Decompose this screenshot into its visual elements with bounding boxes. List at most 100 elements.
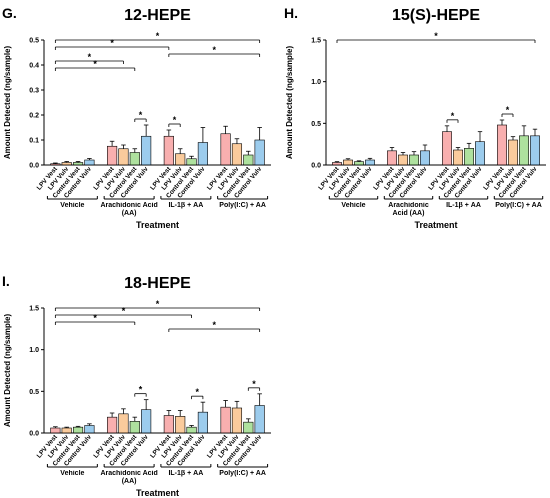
x-axis-label: Treatment [414,220,457,230]
bar [220,406,231,434]
group-label-box: IL-1β + AA [168,202,204,209]
group-label-box: Vehicle [60,470,85,477]
bar [175,153,186,166]
group-label-box: IL-1β + AA [168,470,204,477]
significance-label: * [156,299,160,309]
bar [72,162,84,166]
chart-title: 18-HEPE [124,275,191,292]
y-tick-label: 0.1 [29,138,39,145]
bar [530,135,540,166]
bar [141,135,152,166]
group-label: Arachidonic Acid (AA) [388,202,429,217]
group-label: Arachidonic Acid (AA) [100,202,158,217]
group-label-box: IL-1β + AA [446,202,481,209]
y-tick-label: 1.0 [311,79,321,86]
bar [464,148,474,166]
significance-label: * [156,31,160,41]
bar [50,427,61,434]
bar [107,145,118,166]
bar [141,409,152,434]
bar [332,162,342,166]
significance-label: * [506,105,510,115]
bar [398,154,408,166]
bar [72,426,84,434]
bar [186,158,197,166]
significance-label: * [110,38,114,48]
y-tick-label: 0.4 [29,63,39,70]
bar [107,416,118,434]
chart-title: 12-HEPE [124,7,191,24]
significance-label: * [93,59,97,69]
chart-title: 15(S)-HEPE [392,7,480,24]
bar [186,426,197,434]
bar [497,124,507,166]
group-label: Arachidonic Acid (AA) [100,470,158,485]
group-label-box: Arachidonic Acid (AA) [100,470,158,485]
group-label-box: Arachidonic Acid (AA) [388,202,429,217]
significance-label: * [93,313,97,323]
panel-label: H. [284,5,298,21]
bar [508,139,518,166]
bar [163,415,174,434]
significance-label: * [195,387,199,397]
significance-label: * [139,110,143,120]
y-tick-label: 0.0 [29,431,39,438]
bar [254,139,265,166]
y-axis-label: Amount Detected (ng/sample) [3,313,12,427]
bar [231,143,243,166]
group-label: Vehicle [60,202,85,209]
x-axis-label: Treatment [136,220,179,230]
bar [453,149,463,166]
significance-label: * [88,52,92,62]
significance-label: * [434,31,438,41]
panel-label: G. [2,5,17,21]
bar [243,421,254,434]
bar [61,162,72,166]
y-axis-label: Amount Detected (ng/sample) [285,45,294,159]
group-label: Poly(I:C) + AA [495,202,542,209]
bar [354,161,364,166]
y-tick-label: 1.5 [29,306,39,313]
group-label-box: Vehicle [60,202,85,209]
y-tick-label: 0.0 [29,163,39,170]
group-label: Poly(I:C) + AA [219,470,266,477]
y-tick-label: 0.2 [29,113,39,120]
y-tick-label: 1.0 [29,347,39,354]
significance-label: * [252,379,256,389]
bar [61,427,72,434]
bar [84,159,95,166]
y-tick-label: 0.3 [29,88,39,95]
significance-label: * [212,320,216,330]
bar [129,152,140,166]
group-label-box: Poly(I:C) + AA [219,202,266,209]
significance-label: * [451,111,455,121]
bar [118,148,129,166]
group-label-box: Vehicle [341,202,366,209]
x-axis-label: Treatment [136,488,179,498]
bar [197,142,208,166]
group-label: Vehicle [60,470,85,477]
group-label-box: Poly(I:C) + AA [495,202,542,209]
group-label: IL-1β + AA [168,470,204,477]
group-label-box: Arachidonic Acid (AA) [100,202,158,217]
significance-label: * [212,45,216,55]
bar [175,416,186,434]
group-label: Vehicle [341,202,366,209]
bar [197,411,208,434]
group-label-box: Poly(I:C) + AA [219,470,266,477]
bar [243,154,254,166]
group-label: IL-1β + AA [168,202,204,209]
y-tick-label: 0.5 [29,38,39,45]
y-tick-label: 1.5 [311,38,321,45]
bar [420,150,430,166]
y-tick-label: 0.0 [311,163,321,170]
group-label: IL-1β + AA [446,202,481,209]
bar [220,133,231,166]
bar [365,159,375,166]
y-axis-label: Amount Detected (ng/sample) [3,45,12,159]
bar [50,163,61,166]
significance-label: * [139,385,143,395]
bar [254,405,265,434]
